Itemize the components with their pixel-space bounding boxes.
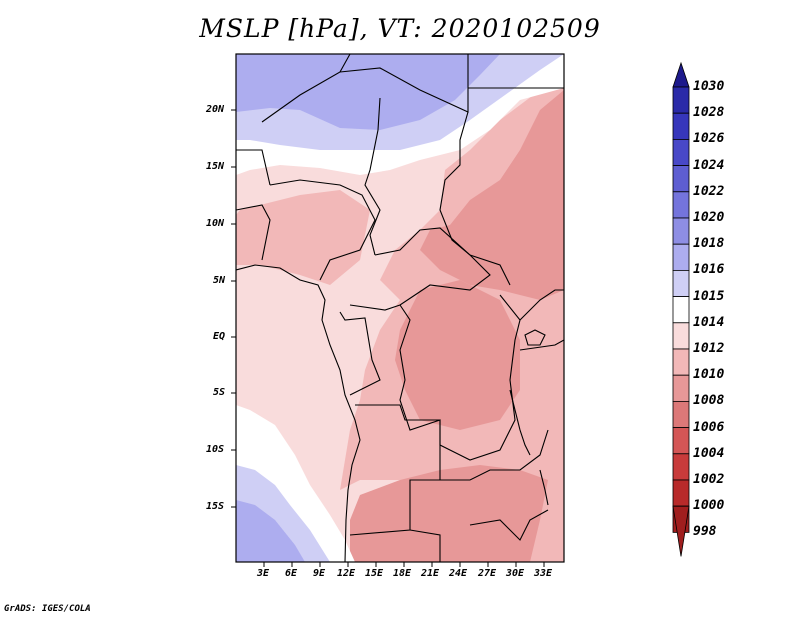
border-zambia — [440, 429, 549, 481]
colorbar-label: 1014 — [693, 314, 725, 330]
border-chad — [364, 97, 381, 256]
colorbar-label: 1012 — [693, 341, 725, 356]
colorbar-label: 1015 — [693, 288, 725, 304]
boundaries — [236, 54, 564, 562]
colorbar-arrow-bottom — [672, 505, 690, 557]
lon-label-27e: 27E — [478, 568, 497, 579]
lat-label-eq: EQ — [213, 331, 226, 342]
map-title: MSLP [hPa], VT: 2020102509 — [199, 14, 601, 43]
border-north2 — [339, 54, 469, 113]
border-angola — [349, 404, 441, 536]
field-1008-north — [420, 90, 564, 300]
colorbar-arrow-top — [672, 61, 690, 88]
colorbar-label: 1016 — [693, 262, 725, 278]
coastline — [236, 264, 361, 562]
lon-label-24e: 24E — [449, 568, 468, 579]
border-mali — [236, 149, 271, 186]
lon-label-12e: 12E — [337, 568, 356, 579]
lon-label-15e: 15E — [365, 568, 384, 579]
colorbar-swatch — [672, 296, 690, 324]
colorbar-swatch — [672, 427, 690, 455]
field-1008-congo — [395, 280, 520, 430]
lon-label-9e: 9E — [313, 568, 326, 579]
colorbar-label: 1004 — [693, 445, 725, 461]
lon-label-33e: 33E — [534, 568, 553, 579]
colorbar-label: 1028 — [693, 105, 725, 121]
colorbar-label: 998 — [693, 524, 717, 540]
colorbar-label: 1006 — [693, 419, 725, 435]
lat-label-15n: 15N — [206, 161, 225, 172]
colorbar-swatch — [672, 191, 690, 219]
colorbar-label: 1024 — [693, 157, 725, 173]
lon-label-3e: 3E — [257, 568, 270, 579]
lake-malawi — [539, 469, 549, 506]
border-congo — [339, 311, 381, 396]
colorbar-label: 1010 — [693, 367, 725, 383]
colorbar-swatch — [672, 165, 690, 193]
field-1008-south — [350, 465, 548, 562]
border-nigeria — [269, 179, 376, 281]
colorbar-swatch — [672, 112, 690, 140]
colorbar-label: 1030 — [693, 79, 725, 94]
field-1016-north — [236, 54, 500, 130]
lon-label-18e: 18E — [393, 568, 412, 579]
pressure-field — [236, 54, 564, 562]
lat-label-10s: 10S — [206, 444, 225, 455]
colorbar-swatch — [672, 86, 690, 114]
lon-label-6e: 6E — [285, 568, 298, 579]
border-east2 — [519, 339, 564, 351]
colorbar-swatch — [672, 138, 690, 166]
colorbar-label: 1022 — [693, 183, 725, 199]
colorbar-label: 1008 — [693, 393, 725, 409]
border-sudan — [439, 111, 511, 286]
border-south — [409, 529, 441, 562]
colorbar-swatch — [672, 348, 690, 376]
lat-label-15s: 15S — [206, 501, 225, 512]
colorbar-label: 1026 — [693, 131, 725, 147]
colorbar-swatch — [672, 400, 690, 428]
colorbar-swatch — [672, 243, 690, 271]
colorbar-swatch — [672, 453, 690, 481]
colorbar — [672, 61, 690, 557]
field-1016-south — [236, 500, 305, 562]
colorbar-label: 1020 — [693, 210, 725, 225]
border-north — [261, 54, 351, 123]
colorbar-label: 1018 — [693, 236, 725, 252]
colorbar-label: 1002 — [693, 472, 725, 487]
lat-label-5s: 5S — [213, 387, 226, 398]
colorbar-swatch — [672, 217, 690, 245]
map-frame — [235, 53, 565, 563]
colorbar-swatch — [672, 269, 690, 297]
axis-ticks — [231, 109, 545, 567]
colorbar-swatch — [672, 322, 690, 350]
border-east — [519, 289, 564, 321]
grads-credit: GrADS: IGES/COLA — [4, 604, 91, 614]
border-south2 — [469, 509, 549, 541]
colorbar-label: 1000 — [693, 498, 725, 514]
lake-tanganyika — [509, 389, 531, 456]
field-1010-west — [236, 190, 370, 285]
lat-label-20n: 20N — [206, 104, 225, 115]
lat-label-10n: 10N — [206, 218, 225, 229]
lake-victoria — [524, 329, 546, 346]
colorbar-swatch — [672, 479, 690, 507]
border-west — [236, 204, 271, 261]
lon-label-21e: 21E — [421, 568, 440, 579]
lat-label-5n: 5N — [213, 275, 226, 286]
colorbar-swatch — [672, 374, 690, 402]
lon-label-30e: 30E — [506, 568, 525, 579]
border-car — [349, 227, 491, 311]
